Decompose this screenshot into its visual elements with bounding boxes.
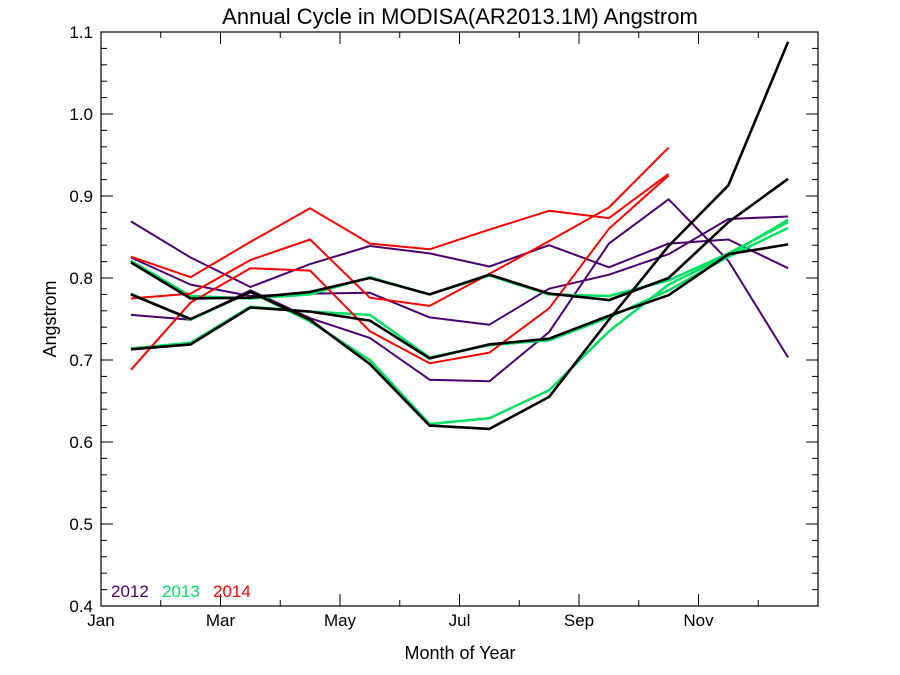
y-axis: 0.4 0.5 0.6 0.7 0.8 0.9 1.0 1.1 bbox=[69, 23, 818, 616]
plot-lines bbox=[130, 41, 790, 431]
y-tick-label: 0.6 bbox=[69, 433, 93, 452]
series-line-mean-11 bbox=[130, 41, 790, 431]
y-tick-label: 1.1 bbox=[69, 23, 93, 42]
series-line-2014-8 bbox=[130, 173, 670, 279]
y-tick-label: 0.4 bbox=[69, 597, 93, 616]
chart-title: Annual Cycle in MODISA(AR2013.1M) Angstr… bbox=[222, 4, 698, 29]
x-tick-label: Jul bbox=[449, 611, 471, 630]
y-tick-label: 0.9 bbox=[69, 187, 93, 206]
legend-entry-2013: 2013 bbox=[162, 582, 200, 601]
y-tick-label: 1.0 bbox=[69, 105, 93, 124]
y-tick-label: 0.7 bbox=[69, 351, 93, 370]
legend-entry-2014: 2014 bbox=[213, 582, 251, 601]
series-line-2014-9 bbox=[130, 174, 670, 371]
legend-entry-2012: 2012 bbox=[111, 582, 149, 601]
legend: 2012 2013 2014 bbox=[111, 582, 251, 601]
series-line-mean-12 bbox=[130, 243, 789, 360]
x-tick-label: Sep bbox=[564, 611, 594, 630]
series-line-2014-7 bbox=[130, 146, 670, 307]
x-tick-label: Nov bbox=[683, 611, 714, 630]
plot-frame bbox=[100, 31, 819, 607]
x-tick-label: May bbox=[324, 611, 357, 630]
x-tick-label: Mar bbox=[206, 611, 236, 630]
y-axis-label: Angstrom bbox=[40, 280, 60, 357]
x-axis: Jan Mar May Jul Sep Nov bbox=[87, 32, 819, 630]
x-tick-label: Jan bbox=[87, 611, 114, 630]
series-line-2012-2 bbox=[130, 215, 789, 326]
x-axis-label: Month of Year bbox=[404, 643, 515, 663]
y-tick-label: 0.5 bbox=[69, 515, 93, 534]
series-line-2012-1 bbox=[130, 220, 789, 288]
y-tick-label: 0.8 bbox=[69, 269, 93, 288]
